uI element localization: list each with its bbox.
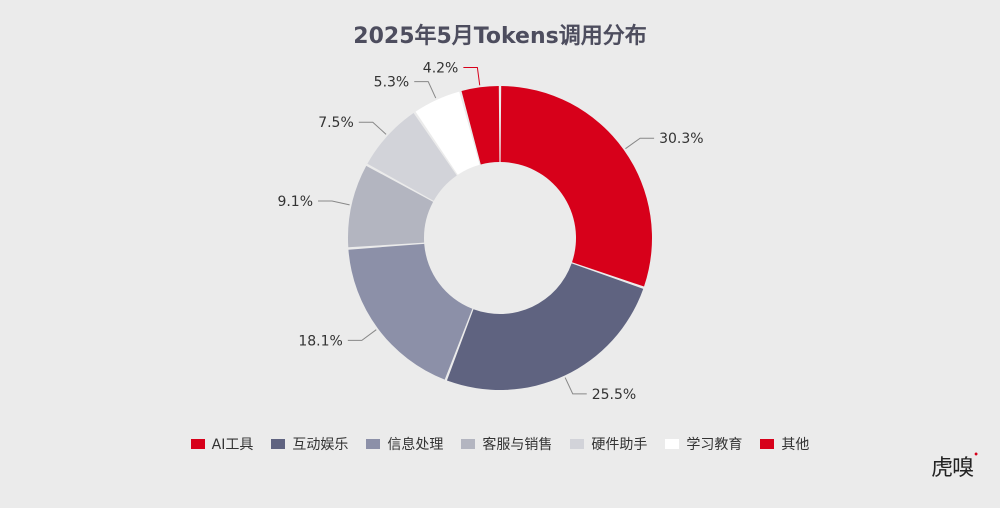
legend-swatch: [190, 439, 205, 449]
legend-swatch: [461, 439, 476, 449]
legend-label: 学习教育: [686, 437, 743, 453]
legend-label: 信息处理: [387, 437, 444, 453]
legend-item-6: 学习教育: [665, 434, 742, 454]
data-label-7: 4.2%: [423, 60, 459, 76]
leader-line-1: [625, 137, 655, 150]
legend-label: 客服与销售: [482, 437, 553, 453]
data-label-5: 7.5%: [318, 115, 354, 131]
legend-swatch: [271, 439, 286, 449]
slice-1: [500, 86, 652, 287]
huxiu-logo: 虎嗅•: [931, 450, 979, 481]
legend-item-3: 信息处理: [366, 434, 443, 454]
logo-text: 虎嗅: [931, 456, 974, 481]
leader-line-4: [318, 200, 350, 206]
leader-line-6: [414, 81, 437, 99]
slice-6: [415, 91, 480, 175]
chart-title: 2025年5月Tokens调用分布: [353, 24, 647, 49]
slice-2: [446, 263, 644, 390]
legend-swatch: [366, 439, 381, 449]
data-label-4: 9.1%: [277, 194, 313, 210]
slice-4: [348, 165, 434, 248]
legend-swatch: [570, 439, 585, 449]
data-label-3: 18.1%: [298, 333, 342, 349]
leader-line-3: [347, 329, 377, 341]
legend-item-7: 其他: [760, 434, 809, 454]
legend-label: 其他: [781, 437, 810, 453]
leader-line-2: [564, 377, 587, 395]
legend-item-4: 客服与销售: [461, 434, 552, 454]
legend-item-5: 硬件助手: [570, 434, 647, 454]
legend-label: AI工具: [211, 437, 254, 453]
slice-5: [367, 112, 457, 201]
slice-7: [461, 86, 500, 165]
leader-line-7: [463, 66, 481, 86]
data-label-2: 25.5%: [592, 387, 636, 403]
legend: AI工具 互动娱乐 信息处理 客服与销售 硬件助手 学习教育 其他: [0, 434, 1000, 454]
legend-item-1: AI工具: [190, 434, 254, 454]
legend-item-2: 互动娱乐: [271, 434, 348, 454]
data-label-1: 30.3%: [659, 131, 703, 147]
leader-line-5: [358, 121, 387, 135]
legend-label: 硬件助手: [591, 437, 648, 453]
data-label-6: 5.3%: [374, 75, 410, 91]
legend-swatch: [760, 439, 775, 449]
slice-3: [348, 243, 473, 380]
legend-label: 互动娱乐: [292, 437, 349, 453]
legend-swatch: [665, 439, 680, 449]
